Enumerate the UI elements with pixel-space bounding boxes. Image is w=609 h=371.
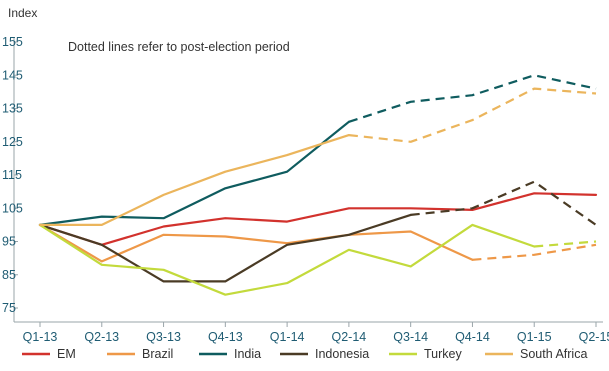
series-line-india <box>38 120 350 226</box>
y-tick-label: 95 <box>2 235 16 249</box>
legend-label-indonesia: Indonesia <box>315 347 369 361</box>
x-tick-label: Q1-13 <box>23 330 58 344</box>
legend-label-turkey: Turkey <box>424 347 462 361</box>
x-tick-label: Q3-14 <box>393 330 428 344</box>
y-tick-label: 145 <box>2 68 23 82</box>
legend-label-india: India <box>234 347 261 361</box>
y-tick-label: 105 <box>2 201 23 215</box>
series-line-post-election-turkey <box>534 240 597 248</box>
x-tick-label: Q2-14 <box>332 330 367 344</box>
x-tick-label: Q4-13 <box>208 330 243 344</box>
legend-label-brazil: Brazil <box>142 347 173 361</box>
series-line-south-africa <box>38 134 350 226</box>
x-tick-label: Q1-15 <box>517 330 552 344</box>
y-tick-label: 135 <box>2 102 23 116</box>
series-line-indonesia <box>38 213 412 283</box>
series-line-em <box>38 192 598 246</box>
series-line-post-election-india <box>348 74 597 123</box>
x-tick-label: Q4-14 <box>455 330 490 344</box>
plot-area: 75 85 95 105 115 125 135 145 155 Q1-13 Q2-13 Q3-13 Q… <box>2 35 609 344</box>
series-line-post-election-indonesia <box>410 180 597 226</box>
chart-annotation: Dotted lines refer to post-election peri… <box>68 40 290 54</box>
legend-label-south-africa: South Africa <box>520 347 587 361</box>
series-line-post-election-south-africa <box>348 87 597 143</box>
legend-label-em: EM <box>57 347 76 361</box>
y-tick-label: 85 <box>2 268 16 282</box>
legend: EM Brazil India Indonesia Turkey South Africa <box>22 347 587 361</box>
series-line-brazil <box>38 223 474 263</box>
x-tick-label: Q2-13 <box>84 330 119 344</box>
y-tick-label: 75 <box>2 301 16 315</box>
y-tick-label: 115 <box>2 168 22 182</box>
y-axis-title: Index <box>8 6 37 20</box>
x-tick-label: Q1-14 <box>270 330 305 344</box>
y-tick-label: 155 <box>2 35 23 49</box>
series-line-turkey <box>38 223 536 296</box>
series-line-post-election-brazil <box>472 243 597 261</box>
x-tick-label: Q2-15 <box>579 330 609 344</box>
y-tick-label: 125 <box>2 135 23 149</box>
x-tick-label: Q3-13 <box>146 330 181 344</box>
